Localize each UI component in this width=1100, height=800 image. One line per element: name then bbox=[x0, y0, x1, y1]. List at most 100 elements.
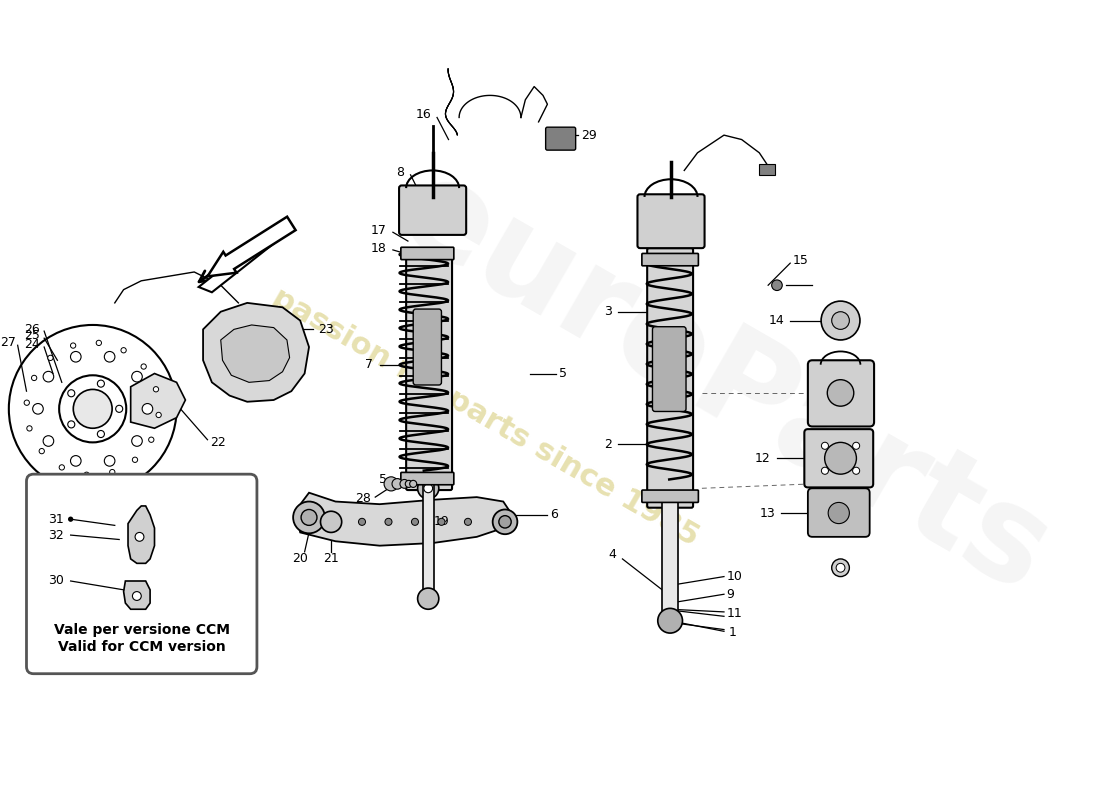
Circle shape bbox=[116, 406, 123, 412]
Circle shape bbox=[821, 301, 860, 340]
Text: passion for parts since 1985: passion for parts since 1985 bbox=[267, 283, 704, 552]
Circle shape bbox=[418, 588, 439, 610]
Circle shape bbox=[132, 591, 141, 601]
Polygon shape bbox=[208, 217, 296, 276]
Circle shape bbox=[40, 449, 44, 454]
Circle shape bbox=[68, 517, 74, 522]
Circle shape bbox=[33, 403, 43, 414]
Circle shape bbox=[852, 467, 860, 474]
Text: 25: 25 bbox=[24, 329, 40, 342]
Polygon shape bbox=[199, 228, 287, 292]
Circle shape bbox=[43, 436, 54, 446]
Circle shape bbox=[405, 480, 412, 487]
Circle shape bbox=[96, 340, 101, 346]
Text: 30: 30 bbox=[47, 574, 64, 587]
Circle shape bbox=[498, 516, 512, 528]
Circle shape bbox=[827, 380, 854, 406]
Polygon shape bbox=[296, 493, 513, 546]
Circle shape bbox=[132, 371, 142, 382]
Text: 9: 9 bbox=[727, 588, 735, 601]
FancyBboxPatch shape bbox=[642, 254, 698, 266]
Text: 19: 19 bbox=[433, 515, 449, 528]
FancyBboxPatch shape bbox=[807, 360, 874, 426]
Text: 2: 2 bbox=[604, 438, 612, 450]
FancyBboxPatch shape bbox=[652, 326, 686, 411]
Circle shape bbox=[424, 484, 432, 493]
FancyBboxPatch shape bbox=[26, 474, 257, 674]
FancyBboxPatch shape bbox=[807, 488, 870, 537]
Circle shape bbox=[409, 480, 417, 487]
Circle shape bbox=[411, 518, 418, 526]
Bar bbox=[759, 164, 775, 175]
Circle shape bbox=[68, 421, 75, 428]
Text: 7: 7 bbox=[365, 358, 374, 371]
Circle shape bbox=[132, 457, 138, 462]
Polygon shape bbox=[123, 581, 150, 610]
Circle shape bbox=[320, 511, 342, 533]
Text: 28: 28 bbox=[355, 492, 371, 506]
Circle shape bbox=[70, 455, 81, 466]
Text: Valid for CCM version: Valid for CCM version bbox=[58, 640, 226, 654]
Circle shape bbox=[836, 563, 845, 572]
Circle shape bbox=[832, 559, 849, 577]
Text: Vale per versione CCM: Vale per versione CCM bbox=[54, 622, 230, 637]
FancyBboxPatch shape bbox=[414, 309, 441, 385]
Circle shape bbox=[392, 478, 403, 489]
FancyBboxPatch shape bbox=[400, 472, 454, 485]
Circle shape bbox=[24, 400, 30, 406]
Bar bbox=[662, 502, 678, 616]
Circle shape bbox=[98, 430, 104, 438]
Text: 6: 6 bbox=[550, 508, 558, 522]
FancyBboxPatch shape bbox=[399, 186, 466, 235]
Circle shape bbox=[825, 442, 857, 474]
Text: 14: 14 bbox=[768, 314, 784, 327]
Text: 24: 24 bbox=[24, 338, 40, 351]
Circle shape bbox=[26, 426, 32, 431]
Circle shape bbox=[385, 518, 392, 526]
Circle shape bbox=[32, 375, 36, 381]
Polygon shape bbox=[131, 374, 186, 428]
Circle shape bbox=[822, 442, 828, 450]
Text: 10: 10 bbox=[727, 570, 742, 583]
Circle shape bbox=[47, 355, 53, 361]
Circle shape bbox=[400, 479, 409, 488]
Circle shape bbox=[301, 510, 317, 526]
Text: 13: 13 bbox=[759, 506, 775, 519]
Polygon shape bbox=[221, 325, 289, 382]
Circle shape bbox=[70, 351, 81, 362]
Bar bbox=[422, 484, 433, 594]
Circle shape bbox=[84, 472, 89, 478]
Text: 21: 21 bbox=[323, 553, 339, 566]
Circle shape bbox=[658, 608, 682, 633]
Circle shape bbox=[438, 518, 446, 526]
Text: 32: 32 bbox=[47, 529, 64, 542]
Circle shape bbox=[822, 467, 828, 474]
Circle shape bbox=[104, 351, 114, 362]
FancyBboxPatch shape bbox=[642, 490, 698, 502]
Text: 5: 5 bbox=[378, 473, 387, 486]
FancyBboxPatch shape bbox=[647, 248, 693, 508]
FancyBboxPatch shape bbox=[804, 429, 873, 487]
Circle shape bbox=[493, 510, 517, 534]
FancyBboxPatch shape bbox=[400, 247, 454, 260]
Circle shape bbox=[104, 455, 114, 466]
Text: 20: 20 bbox=[293, 553, 308, 566]
Circle shape bbox=[293, 502, 324, 534]
Circle shape bbox=[156, 412, 162, 418]
Polygon shape bbox=[128, 506, 154, 563]
Text: 5: 5 bbox=[559, 367, 566, 380]
Text: 26: 26 bbox=[24, 323, 40, 336]
Circle shape bbox=[464, 518, 472, 526]
Circle shape bbox=[153, 386, 158, 392]
Text: 11: 11 bbox=[727, 607, 742, 620]
Text: 16: 16 bbox=[416, 108, 431, 122]
Text: 12: 12 bbox=[755, 452, 771, 465]
Text: 27: 27 bbox=[0, 336, 15, 349]
Text: 18: 18 bbox=[371, 242, 387, 254]
Circle shape bbox=[121, 348, 126, 353]
Circle shape bbox=[772, 280, 782, 290]
Circle shape bbox=[828, 502, 849, 524]
Circle shape bbox=[110, 470, 114, 474]
Text: 3: 3 bbox=[604, 306, 612, 318]
Circle shape bbox=[135, 533, 144, 542]
